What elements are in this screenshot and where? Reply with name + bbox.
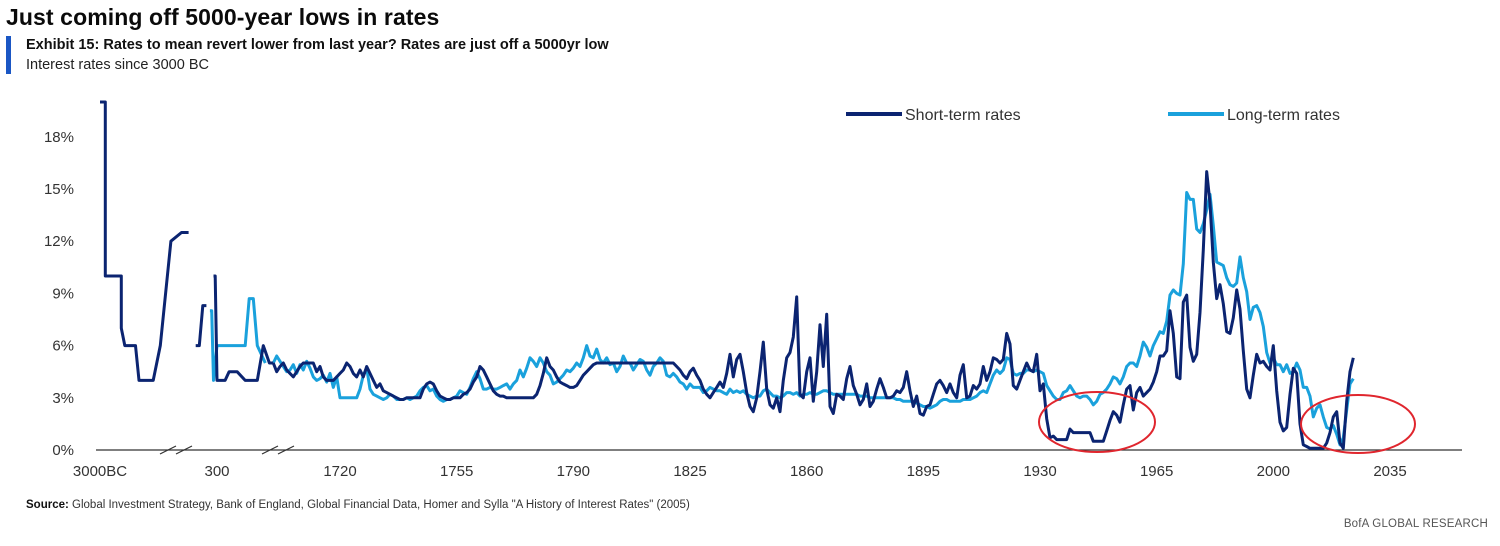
y-tick-label: 18% — [44, 129, 74, 146]
long-term-rates-line — [271, 191, 1355, 447]
interest-rate-chart: 0% 3% 6% 9% 12% 15% 18% 3000BC 300 1720 1755 1790 18… — [44, 100, 1462, 480]
x-tick-label: 1895 — [907, 463, 940, 480]
y-tick-label: 12% — [44, 233, 74, 250]
chart-description: Interest rates since 3000 BC — [26, 57, 209, 73]
annotation-circle-1930s — [1038, 391, 1156, 453]
axis-break-mark — [175, 445, 193, 455]
legend-layer: Short-term rates Long-term rates — [846, 107, 1340, 124]
annotation-layer — [1038, 391, 1416, 454]
short-term-rates-line — [271, 170, 1355, 450]
axis-break-mark — [159, 445, 177, 455]
y-tick-label: 9% — [52, 285, 74, 302]
x-tick-label: 300 — [204, 463, 229, 480]
brand-footer: BofA GLOBAL RESEARCH — [1343, 518, 1488, 530]
x-tick-label: 1860 — [790, 463, 823, 480]
x-tick-label: 1720 — [323, 463, 356, 480]
x-tick-label: 1825 — [673, 463, 706, 480]
page-title: Just coming off 5000-year lows in rates — [6, 4, 440, 30]
x-tick-label: 1790 — [557, 463, 590, 480]
x-tick-label: 1930 — [1023, 463, 1056, 480]
annotation-circle-2010s — [1300, 394, 1416, 454]
axis-break-mark — [261, 445, 279, 455]
series-layer — [100, 100, 1355, 450]
source-text: Global Investment Strategy, Bank of Engl… — [72, 499, 690, 511]
short-term-rates-line — [100, 100, 189, 382]
source-label: Source: — [26, 499, 69, 511]
y-tick-label: 15% — [44, 181, 74, 198]
x-tick-label: 1755 — [440, 463, 473, 480]
x-tick-label: 2000 — [1257, 463, 1290, 480]
x-tick-label: 1965 — [1140, 463, 1173, 480]
x-tick-label: 2035 — [1373, 463, 1406, 480]
long-term-rates-line — [209, 297, 267, 382]
title-accent-bar — [6, 36, 11, 74]
source-note: Source: Global Investment Strategy, Bank… — [26, 499, 690, 511]
exhibit-subtitle: Exhibit 15: Rates to mean revert lower f… — [26, 37, 609, 53]
legend-label-short-term: Short-term rates — [905, 107, 1021, 124]
short-term-rates-line — [195, 304, 207, 348]
y-tick-label: 0% — [52, 442, 74, 459]
axis-break-mark — [277, 445, 295, 455]
legend-label-long-term: Long-term rates — [1227, 107, 1340, 124]
y-tick-label: 3% — [52, 390, 74, 407]
axis-layer: 0% 3% 6% 9% 12% 15% 18% 3000BC 300 1720 1755 1790 18… — [44, 129, 1462, 480]
y-tick-label: 6% — [52, 338, 74, 355]
short-term-rates-line — [213, 274, 274, 382]
x-tick-label: 3000BC — [73, 463, 127, 480]
